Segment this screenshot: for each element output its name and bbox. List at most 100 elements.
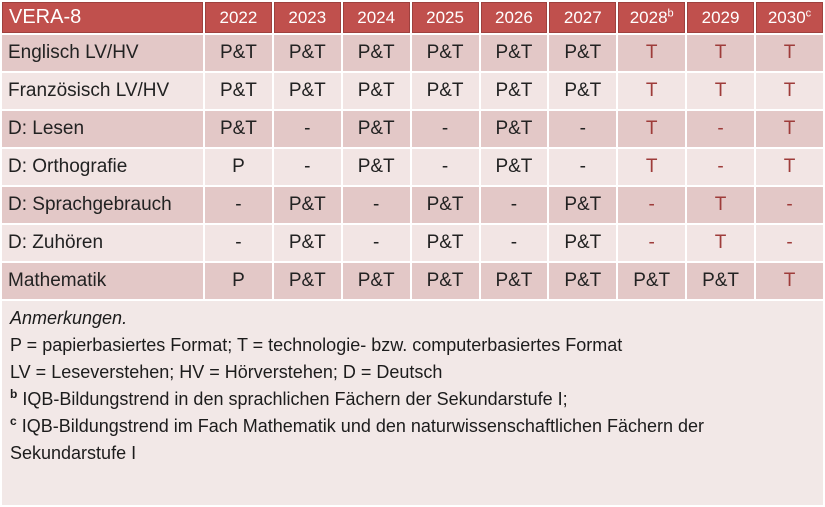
footnote-b-marker: b (10, 387, 18, 401)
vera8-table-container: VERA-8 2022 2023 2024 2025 2026 2027 2028b 2029 2… (2, 2, 823, 299)
format-cell: - (687, 111, 754, 147)
format-cell: P&T (480, 111, 548, 147)
format-cell: P&T (273, 187, 341, 223)
row-label: Französisch LV/HV (2, 73, 203, 109)
format-cell: - (342, 187, 410, 223)
format-cell: P&T (205, 111, 272, 147)
table-row: D: Lesen P&T - P&T - P&T - T - T (2, 111, 823, 147)
format-cell: T (687, 35, 754, 71)
format-cell: P&T (549, 35, 617, 71)
notes-heading: Anmerkungen. (10, 308, 128, 328)
format-cell: - (756, 187, 823, 223)
notes-block: Anmerkungen. P = papierbasiertes Format;… (2, 301, 823, 505)
year-footnote-marker: c (805, 6, 812, 19)
format-cell: P (205, 149, 272, 185)
notes-line-abbreviations: LV = Leseverstehen; HV = Hörverstehen; D… (10, 362, 443, 382)
format-cell: T (756, 111, 823, 147)
format-cell: - (273, 149, 341, 185)
format-cell: - (687, 149, 754, 185)
format-cell: P&T (273, 73, 341, 109)
format-cell: - (549, 111, 617, 147)
table-row: Französisch LV/HV P&T P&T P&T P&T P&T P&T T T T (2, 73, 823, 109)
format-cell: P&T (342, 111, 410, 147)
format-cell: P&T (687, 263, 754, 299)
format-cell: T (687, 225, 754, 261)
format-cell: T (618, 73, 686, 109)
format-cell: P&T (273, 225, 341, 261)
notes-line-formats: P = papierbasiertes Format; T = technolo… (10, 335, 623, 355)
format-cell: - (549, 149, 617, 185)
format-cell: P&T (549, 187, 617, 223)
year-header-cell: 2024 (342, 2, 410, 33)
format-cell: T (756, 35, 823, 71)
format-cell: - (618, 187, 686, 223)
notes-line-footnote-b: b IQB-Bildungstrend in den sprachlichen … (10, 386, 815, 413)
footnote-c-text: IQB-Bildungstrend im Fach Mathematik und… (10, 416, 705, 463)
year-header-cell: 2022 (205, 2, 272, 33)
footnote-c-marker: c (10, 414, 17, 428)
format-cell: P&T (273, 263, 341, 299)
format-cell: P&T (549, 73, 617, 109)
format-cell: T (756, 73, 823, 109)
format-cell: - (205, 187, 272, 223)
format-cell: - (273, 111, 341, 147)
format-cell: P&T (411, 225, 479, 261)
year-header-cell: 2028b (618, 2, 686, 33)
year-header-cell: 2030c (756, 2, 823, 33)
table-row: D: Sprachgebrauch - P&T - P&T - P&T - T - (2, 187, 823, 223)
year-header-cell: 2027 (549, 2, 617, 33)
format-cell: P&T (549, 225, 617, 261)
format-cell: - (205, 225, 272, 261)
table-row: D: Orthografie P - P&T - P&T - T - T (2, 149, 823, 185)
vera8-table: VERA-8 2022 2023 2024 2025 2026 2027 2028b 2029 2… (2, 2, 823, 299)
row-label: D: Orthografie (2, 149, 203, 185)
row-label: D: Zuhören (2, 225, 203, 261)
format-cell: T (618, 35, 686, 71)
format-cell: P&T (205, 35, 272, 71)
format-cell: P&T (480, 73, 548, 109)
format-cell: - (756, 225, 823, 261)
format-cell: P&T (411, 263, 479, 299)
format-cell: P&T (411, 73, 479, 109)
format-cell: T (756, 149, 823, 185)
notes-line-footnote-c: c IQB-Bildungstrend im Fach Mathematik u… (10, 413, 815, 467)
format-cell: T (618, 149, 686, 185)
format-cell: - (411, 111, 479, 147)
format-cell: P&T (342, 149, 410, 185)
format-cell: T (756, 263, 823, 299)
year-header-cell: 2026 (480, 2, 548, 33)
format-cell: - (411, 149, 479, 185)
table-header-row: VERA-8 2022 2023 2024 2025 2026 2027 2028b 2029 2… (2, 2, 823, 33)
table-row: D: Zuhören - P&T - P&T - P&T - T - (2, 225, 823, 261)
year-footnote-marker: b (667, 6, 674, 19)
year-header-cell: 2023 (273, 2, 341, 33)
format-cell: P&T (480, 263, 548, 299)
format-cell: P&T (480, 149, 548, 185)
footnote-b-text: IQB-Bildungstrend in den sprachlichen Fä… (17, 389, 568, 409)
table-row: Englisch LV/HV P&T P&T P&T P&T P&T P&T T T T (2, 35, 823, 71)
row-label: D: Sprachgebrauch (2, 187, 203, 223)
year-header-cell: 2029 (687, 2, 754, 33)
table-title-cell: VERA-8 (2, 2, 203, 33)
table-body: Englisch LV/HV P&T P&T P&T P&T P&T P&T T T T Franz… (2, 35, 823, 299)
format-cell: T (618, 111, 686, 147)
format-cell: P&T (273, 35, 341, 71)
row-label: D: Lesen (2, 111, 203, 147)
format-cell: P&T (549, 263, 617, 299)
format-cell: P&T (411, 187, 479, 223)
format-cell: P&T (205, 73, 272, 109)
format-cell: P&T (342, 35, 410, 71)
table-row: Mathematik P P&T P&T P&T P&T P&T P&T P&T T (2, 263, 823, 299)
format-cell: P&T (342, 73, 410, 109)
format-cell: P&T (480, 35, 548, 71)
row-label: Englisch LV/HV (2, 35, 203, 71)
year-header-cell: 2025 (411, 2, 479, 33)
format-cell: - (480, 225, 548, 261)
format-cell: T (687, 187, 754, 223)
format-cell: P&T (618, 263, 686, 299)
format-cell: P&T (411, 35, 479, 71)
format-cell: P (205, 263, 272, 299)
format-cell: - (480, 187, 548, 223)
format-cell: P&T (342, 263, 410, 299)
format-cell: - (618, 225, 686, 261)
